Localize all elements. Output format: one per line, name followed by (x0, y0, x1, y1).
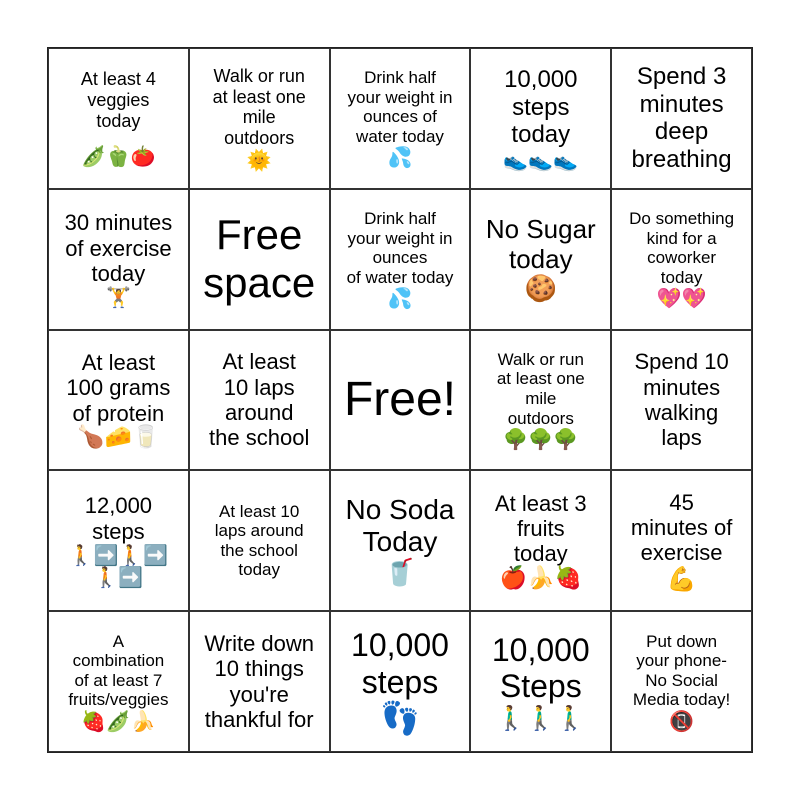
bingo-cell[interactable]: 10,000 Steps 🚶‍♂️🚶‍♂️🚶‍♂️ (470, 611, 612, 752)
bingo-cell[interactable]: Write down 10 things you're thankful for (188, 611, 330, 752)
cell-text: At least 3 fruits today (494, 490, 587, 567)
cell-text: No Sugar today (485, 214, 596, 274)
cell-text: At least 4 veggies today (80, 69, 156, 131)
bingo-cell[interactable]: No Soda Today 🥤 (329, 470, 471, 612)
bingo-cell[interactable]: Spend 10 minutes walking laps (611, 329, 752, 471)
cell-emoji-icon: 🍗🧀🥛 (77, 424, 160, 450)
cell-emoji-icon: 🥤 (383, 557, 417, 588)
cell-text: Spend 10 minutes walking laps (634, 349, 729, 451)
cell-text: Walk or run at least one mile outdoors (212, 66, 306, 149)
cell-text: Drink half your weight in ounces of wate… (347, 68, 453, 146)
bingo-cell[interactable]: 30 minutes of exercise today 🏋️ (48, 188, 189, 330)
cell-text: Spend 3 minutes deep breathing (631, 63, 732, 173)
cell-text: Put down your phone- No Social Media tod… (632, 631, 731, 710)
bingo-cell[interactable]: 10,000 steps 👣 (329, 611, 471, 752)
cell-emoji-icon: 💦 (387, 286, 413, 311)
cell-emoji-icon: 🚶➡️🚶➡️ 🚶➡️ (68, 543, 169, 590)
cell-text: No Soda Today (345, 494, 455, 558)
bingo-cell[interactable]: Spend 3 minutes deep breathing (611, 48, 752, 189)
bingo-cell[interactable]: Walk or run at least one mile outdoors 🌞 (188, 48, 330, 189)
cell-emoji-icon: 🍓🫛🍌 (81, 708, 156, 733)
cell-emoji-icon: 💦 (387, 145, 413, 170)
cell-text: Write down 10 things you're thankful for (204, 631, 315, 732)
cell-emoji-icon: 👟👟👟 (503, 147, 579, 172)
cell-text: At least 10 laps around the school today (214, 501, 304, 580)
bingo-cell[interactable]: Free space (188, 188, 330, 330)
bingo-cell[interactable]: At least 100 grams of protein 🍗🧀🥛 (48, 329, 189, 471)
bingo-cell[interactable]: At least 4 veggies today 🫛🫑🍅 (48, 48, 189, 189)
bingo-cell[interactable]: At least 3 fruits today 🍎🍌🍓 (470, 470, 612, 612)
bingo-cell[interactable]: Drink half your weight in ounces of wate… (329, 188, 471, 330)
cell-emoji-icon: 👣 (380, 698, 420, 737)
cell-text: A combination of at least 7 fruits/veggi… (68, 631, 169, 710)
bingo-cell[interactable]: 12,000 steps 🚶➡️🚶➡️ 🚶➡️ (48, 470, 189, 612)
cell-emoji-icon: 💪 (666, 564, 697, 593)
bingo-cell[interactable]: Drink half your weight in ounces of wate… (329, 48, 471, 189)
bingo-cell[interactable]: 45 minutes of exercise 💪 (611, 470, 752, 612)
bingo-card: At least 4 veggies today 🫛🫑🍅 Walk or run a… (47, 47, 753, 753)
cell-emoji-icon: 🏋️ (105, 285, 131, 310)
bingo-cell[interactable]: At least 10 laps around the school today (188, 470, 330, 612)
cell-emoji-icon: 🌳🌳🌳 (503, 427, 579, 452)
bingo-cell[interactable]: Put down your phone- No Social Media tod… (611, 611, 752, 752)
bingo-cell[interactable]: Walk or run at least one mile outdoors 🌳🌳… (470, 329, 612, 471)
bingo-cell[interactable]: Do something kind for a coworker today 💖💖 (611, 188, 752, 330)
cell-text: Free! (343, 373, 456, 427)
cell-text: Walk or run at least one mile outdoors (496, 349, 585, 428)
cell-text: Do something kind for a coworker today (629, 209, 735, 287)
bingo-cell[interactable]: At least 10 laps around the school (188, 329, 330, 471)
cell-text: Free space (203, 210, 316, 307)
cell-text: At least 10 laps around the school (209, 349, 310, 451)
bingo-cell[interactable]: A combination of at least 7 fruits/veggi… (48, 611, 189, 752)
cell-emoji-icon: 🚶‍♂️🚶‍♂️🚶‍♂️ (495, 704, 586, 733)
cell-emoji-icon: 🌞 (246, 147, 272, 172)
cell-emoji-icon: 🍪 (524, 273, 557, 304)
cell-emoji-icon: 📵 (669, 708, 695, 733)
cell-emoji-icon: 🍎🍌🍓 (499, 565, 582, 591)
cell-text: 12,000 steps (84, 493, 153, 544)
cell-emoji-icon: 🫛🫑🍅 (81, 144, 156, 169)
cell-text: 10,000 steps today (504, 66, 578, 149)
cell-emoji-icon: 💖💖 (656, 286, 707, 311)
cell-text: 10,000 Steps (491, 631, 590, 705)
cell-text: 10,000 steps (351, 627, 449, 700)
cell-text: 45 minutes of exercise (630, 489, 733, 566)
bingo-cell[interactable]: Free! (329, 329, 471, 471)
cell-text: 30 minutes of exercise today (64, 210, 173, 286)
cell-text: Drink half your weight in ounces of wate… (346, 209, 454, 287)
cell-text: At least 100 grams of protein (66, 349, 171, 426)
bingo-cell[interactable]: 10,000 steps today 👟👟👟 (470, 48, 612, 189)
bingo-cell[interactable]: No Sugar today 🍪 (470, 188, 612, 330)
